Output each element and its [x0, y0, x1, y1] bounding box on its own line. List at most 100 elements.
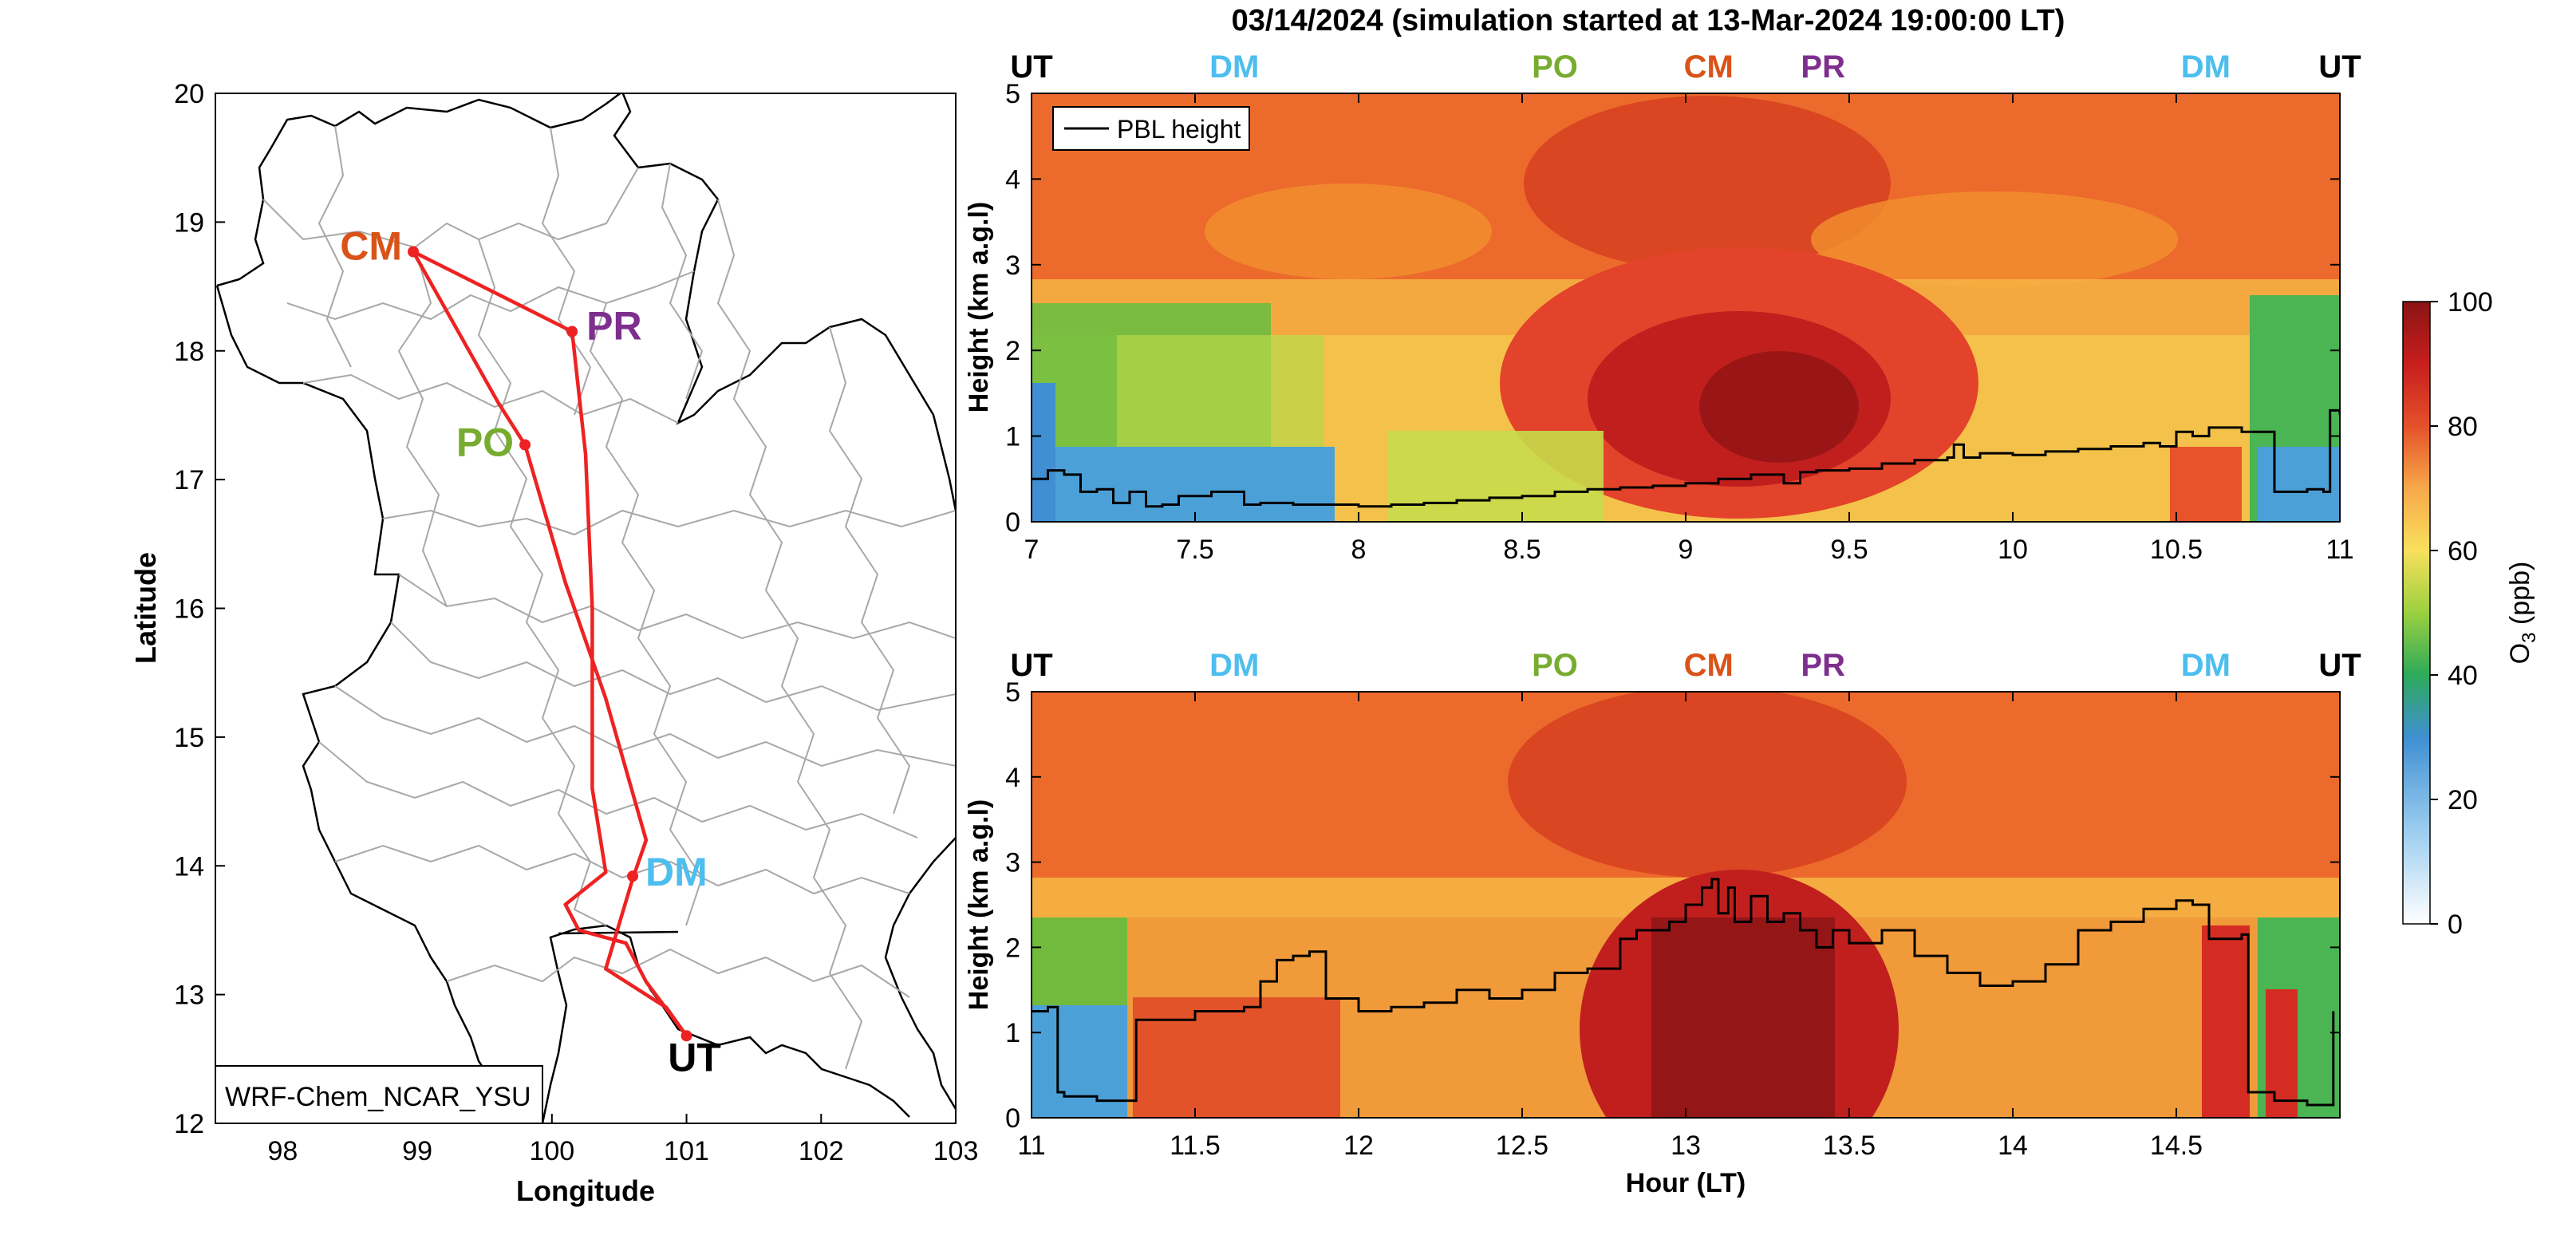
bottom-y-ticks: 0 1 2 3 4 5 [1005, 677, 2340, 1134]
colorbar-label: O3 (ppb) [2505, 562, 2540, 665]
map-borders [215, 93, 956, 1123]
station-label-dm: DM [645, 850, 708, 894]
colorbar-label-subscript: 3 [2519, 633, 2540, 643]
map-x-tick-label: 102 [799, 1136, 844, 1166]
top-heat-layer [1524, 96, 1891, 271]
map-y-tick-label: 16 [174, 594, 204, 625]
top-curtain-heatmap [1032, 93, 2340, 522]
top-x-tick-label: 9 [1679, 535, 1694, 565]
bottom-x-tick-label: 11 [1017, 1131, 1045, 1161]
top-x-tick-label: 7.5 [1176, 535, 1213, 565]
top-y-tick-label: 3 [1005, 251, 1020, 281]
map-x-tick-label: 99 [402, 1136, 432, 1166]
colorbar: 0 20 40 60 80 100 O3 (ppb) [2402, 287, 2540, 940]
top-x-ticks: 7 7.5 8 8.5 9 9.5 10 10.5 11 [1024, 93, 2354, 565]
top-station-label-dm: DM [2181, 49, 2231, 85]
top-y-tick-label: 1 [1005, 422, 1020, 452]
colorbar-tick-label: 60 [2448, 536, 2478, 566]
top-x-tick-label: 9.5 [1830, 535, 1868, 565]
bottom-curtain-heatmap [1032, 692, 2340, 1118]
bottom-x-tick-label: 13 [1671, 1131, 1701, 1161]
map-x-tick-label: 101 [664, 1136, 709, 1166]
map-y-tick-label: 13 [174, 981, 204, 1011]
top-heat-layer [1388, 431, 1604, 522]
legend-entry-pbl: PBL height [1117, 115, 1241, 144]
coastline [541, 924, 910, 1123]
top-x-tick-label: 10.5 [2150, 535, 2203, 565]
bottom-y-tick-label: 3 [1005, 848, 1020, 878]
colorbar-tick-label: 80 [2448, 412, 2478, 442]
colorbar-ticks: 0 20 40 60 80 100 [2430, 287, 2493, 940]
top-heat-layer [2258, 447, 2340, 522]
province-borders [262, 125, 956, 1070]
figure-title: 03/14/2024 (simulation started at 13-Mar… [1232, 4, 2065, 37]
bottom-y-tick-label: 1 [1005, 1018, 1020, 1048]
top-y-tick-label: 5 [1005, 79, 1020, 109]
map-x-tick-label: 98 [267, 1136, 298, 1166]
top-station-label-pr: PR [1801, 49, 1845, 85]
colorbar-tick-label: 40 [2448, 661, 2478, 691]
bottom-x-tick-label: 12.5 [1496, 1131, 1548, 1161]
station-dot-dm [627, 870, 639, 882]
model-label: WRF-Chem_NCAR_YSU [225, 1082, 531, 1112]
colorbar-tick-label: 20 [2448, 785, 2478, 815]
station-dot-cm [408, 246, 420, 258]
bottom-station-labels: UT DM PO CM PR DM UT [1010, 648, 2361, 683]
bot-heat-layer [1133, 997, 1340, 1118]
bot-heat-layer [2266, 989, 2298, 1118]
bottom-x-tick-label: 11.5 [1170, 1131, 1221, 1161]
map-y-ticks: 12 13 14 15 16 17 18 19 20 [174, 79, 225, 1139]
bottom-pbl-height-line [1032, 878, 2335, 1107]
bottom-station-label-po: PO [1532, 648, 1578, 683]
colorbar-label-main: O [2505, 643, 2535, 664]
top-heat-layer [1205, 183, 1492, 279]
map-y-tick-label: 19 [174, 207, 204, 238]
map-x-axis-label: Longitude [516, 1174, 655, 1207]
station-dot-ut [680, 1030, 692, 1042]
bottom-station-label-ut: UT [2318, 648, 2361, 683]
top-station-label-cm: CM [1684, 49, 1734, 85]
bot-heat-layer [1032, 1005, 1127, 1118]
map-panel: CM PR PO DM UT 98 99 100 101 102 103 12 13 14 15 16 17… [129, 79, 978, 1207]
top-station-labels: UT DM PO CM PR DM UT [1010, 49, 2361, 85]
top-station-label-po: PO [1532, 49, 1578, 85]
bottom-x-tick-label: 13.5 [1823, 1131, 1876, 1161]
bottom-x-ticks: 11 11.5 12 12.5 13 13.5 14 14.5 [1017, 692, 2203, 1161]
bottom-y-axis-label: Height (km a.g.l) [964, 799, 994, 1010]
bottom-y-tick-label: 5 [1005, 677, 1020, 708]
top-x-tick-label: 8.5 [1503, 535, 1540, 565]
station-label-po: PO [456, 420, 514, 465]
bot-heat-layer [2202, 925, 2250, 1118]
map-x-tick-label: 103 [933, 1136, 979, 1166]
top-y-tick-label: 4 [1005, 164, 1020, 195]
colorbar-bar [2402, 301, 2431, 925]
map-y-tick-label: 15 [174, 723, 204, 753]
station-dot-pr [566, 326, 578, 337]
map-y-tick-label: 12 [174, 1109, 204, 1139]
station-markers: CM PR PO DM UT [340, 223, 721, 1079]
top-station-label-dm: DM [1209, 49, 1259, 85]
station-label-ut: UT [668, 1035, 721, 1079]
bottom-x-tick-label: 14.5 [2150, 1131, 2203, 1161]
bottom-y-tick-label: 4 [1005, 763, 1020, 793]
map-x-ticks: 98 99 100 101 102 103 [267, 1114, 978, 1166]
station-dot-po [519, 439, 531, 451]
map-y-tick-label: 17 [174, 465, 204, 495]
colorbar-tick-label: 100 [2448, 287, 2493, 318]
model-label-box [215, 1065, 543, 1124]
top-x-tick-label: 8 [1351, 535, 1367, 565]
map-x-tick-label: 100 [529, 1136, 574, 1166]
top-curtain-panel: 7 7.5 8 8.5 9 9.5 10 10.5 11 0 1 2 3 4 5 UT DM PO CM PR DM… [964, 49, 2361, 565]
map-y-tick-label: 20 [174, 79, 204, 109]
top-heat-layer [1811, 191, 2178, 287]
bot-heat-layer [1508, 692, 1907, 878]
bottom-station-label-pr: PR [1801, 648, 1845, 683]
bottom-y-tick-label: 0 [1005, 1103, 1020, 1134]
top-station-label-ut: UT [1010, 49, 1052, 85]
top-y-tick-label: 0 [1005, 507, 1020, 538]
top-y-ticks: 0 1 2 3 4 5 [1005, 79, 2340, 538]
station-label-pr: PR [586, 304, 641, 349]
top-heat-layer [1699, 351, 1859, 463]
